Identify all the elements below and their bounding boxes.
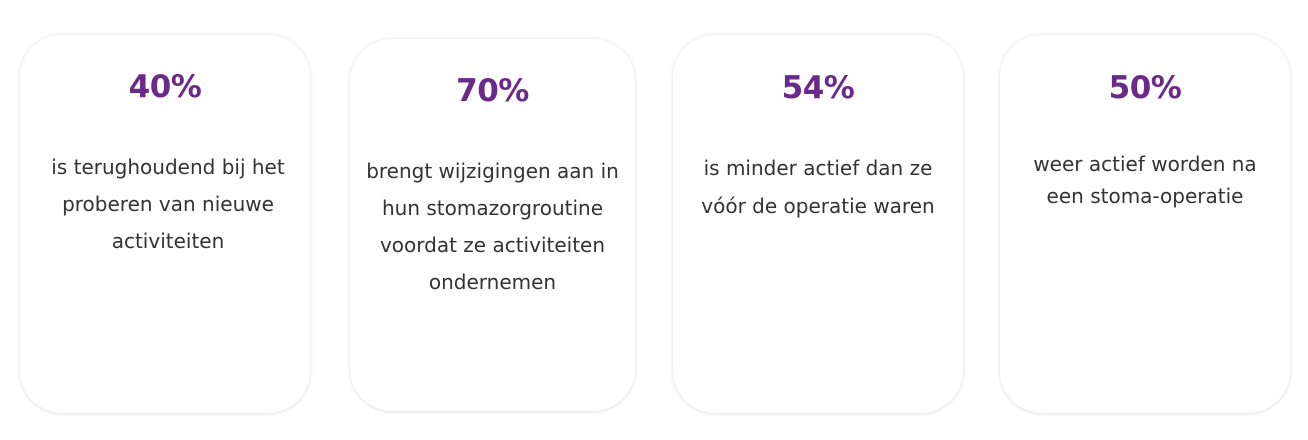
stat-description: brengt wijzigingen aan in hun stomazorgr… [366,159,619,294]
stat-description: is minder actief dan ze vóór de operatie… [701,156,935,218]
stat-card: 40% is terughoudend bij het proberen van… [20,35,310,413]
stat-percentage: 50% [1108,70,1182,106]
stat-card: 50% weer actief worden na een stoma-oper… [1000,35,1290,413]
stat-card: 70% brengt wijzigingen aan in hun stomaz… [350,39,635,411]
stat-description: is terughoudend bij het proberen van nie… [51,155,285,253]
stat-description: weer actief worden na een stoma-operatie [1033,152,1257,208]
stat-percentage: 54% [781,70,855,106]
stat-percentage: 40% [128,69,202,105]
stat-percentage: 70% [456,73,529,109]
stat-card: 54% is minder actief dan ze vóór de oper… [673,35,963,413]
